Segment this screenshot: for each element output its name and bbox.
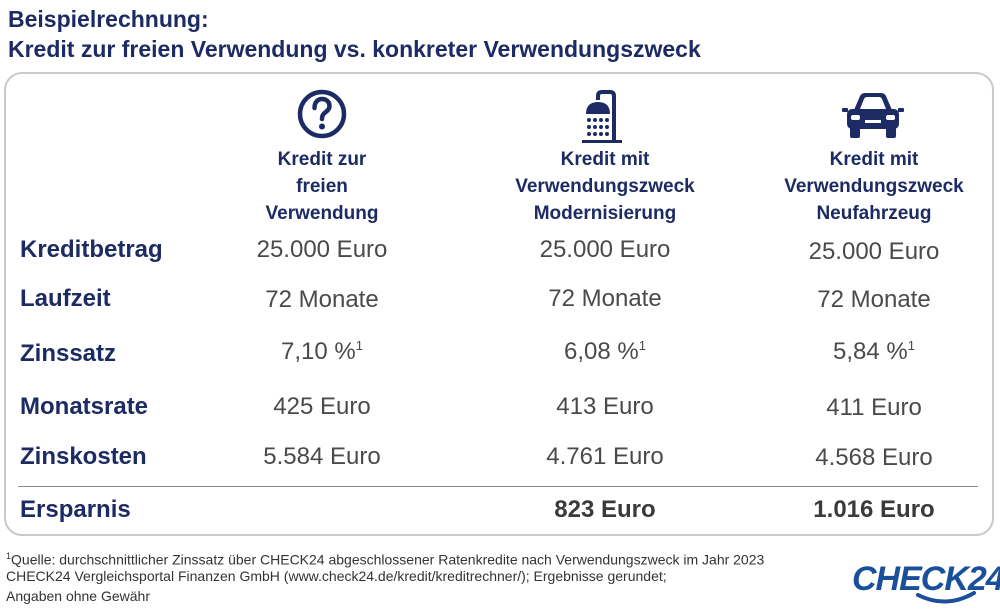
interest-rate-value: 5,84 %	[833, 338, 908, 365]
column-header-line: Kredit mit	[829, 149, 919, 170]
footnote-source: 1Quelle: durchschnittlicher Zinssatz übe…	[6, 546, 764, 570]
row-label-interest-costs: Zinskosten	[20, 443, 147, 470]
cell-savings-vehicle: 1.016 Euro	[813, 496, 935, 523]
cell-term-vehicle: 72 Monate	[817, 286, 931, 313]
shower-icon	[582, 90, 622, 143]
column-header-modernisation: Kredit mit Verwendungszweck Modernisieru…	[485, 146, 725, 227]
cell-interest-rate-modernisation: 6,08 %1	[485, 338, 725, 366]
row-label-monthly-rate: Monatsrate	[20, 393, 149, 420]
footnote-line-2: CHECK24 Vergleichsportal Finanzen GmbH (…	[6, 568, 667, 584]
cell-monthly-rate-modernisation: 413 Euro	[556, 393, 654, 420]
row-label-term: Laufzeit	[20, 285, 111, 312]
cell-term-modernisation: 72 Monate	[548, 285, 662, 312]
comparison-card	[4, 72, 994, 536]
car-icon	[842, 93, 904, 138]
page-title: Beispielrechnung: Kredit zur freien Verw…	[8, 4, 701, 64]
cell-interest-costs-vehicle: 4.568 Euro	[815, 444, 933, 471]
footnote-mark: 1	[6, 551, 12, 561]
interest-rate-value: 6,08 %	[564, 338, 639, 365]
cell-loan-amount-modernisation: 25.000 Euro	[539, 236, 671, 263]
row-label-interest-rate: Zinssatz	[20, 340, 117, 367]
cell-interest-costs-free: 5.584 Euro	[263, 443, 381, 470]
cell-loan-amount-vehicle: 25.000 Euro	[808, 238, 940, 265]
interest-rate-value: 7,10 %	[281, 338, 356, 365]
row-label-loan-amount: Kreditbetrag	[20, 236, 163, 263]
column-header-line: Modernisierung	[533, 203, 677, 224]
footnote-line-1: Quelle: durchschnittlicher Zinssatz über…	[11, 551, 765, 568]
column-header-line: Kredit zur	[277, 149, 367, 170]
logo-swoosh-icon	[916, 591, 976, 604]
cell-interest-costs-modernisation: 4.761 Euro	[546, 443, 664, 470]
cell-monthly-rate-vehicle: 411 Euro	[826, 394, 922, 421]
footnote-marker: 1	[355, 338, 363, 353]
footnote-line-3: Angaben ohne Gewähr	[6, 588, 150, 604]
column-header-line: Verwendungszweck	[784, 176, 964, 197]
cell-interest-rate-vehicle: 5,84 %1	[754, 338, 994, 366]
column-header-line: Kredit mit	[560, 149, 650, 170]
row-label-savings: Ersparnis	[20, 496, 131, 523]
cell-interest-rate-free: 7,10 %1	[222, 338, 422, 366]
table-divider	[18, 486, 978, 487]
question-circle-icon	[297, 89, 347, 139]
column-header-line: Verwendungszweck	[515, 176, 695, 197]
cell-term-free: 72 Monate	[265, 286, 379, 313]
column-header-line: Verwendung	[265, 203, 379, 224]
column-header-line: Neufahrzeug	[816, 203, 932, 224]
footnote-marker: 1	[638, 338, 646, 353]
cell-loan-amount-free: 25.000 Euro	[256, 236, 388, 263]
cell-savings-modernisation: 823 Euro	[554, 496, 656, 523]
footnote-marker: 1	[907, 338, 915, 353]
column-header-line: freien	[296, 176, 348, 197]
cell-monthly-rate-free: 425 Euro	[273, 393, 371, 420]
column-header-new-vehicle: Kredit mit Verwendungszweck Neufahrzeug	[754, 146, 994, 227]
column-header-free-use: Kredit zur freien Verwendung	[222, 146, 422, 227]
title-line-2: Kredit zur freien Verwendung vs. konkret…	[8, 36, 701, 62]
title-line-1: Beispielrechnung:	[8, 6, 209, 32]
